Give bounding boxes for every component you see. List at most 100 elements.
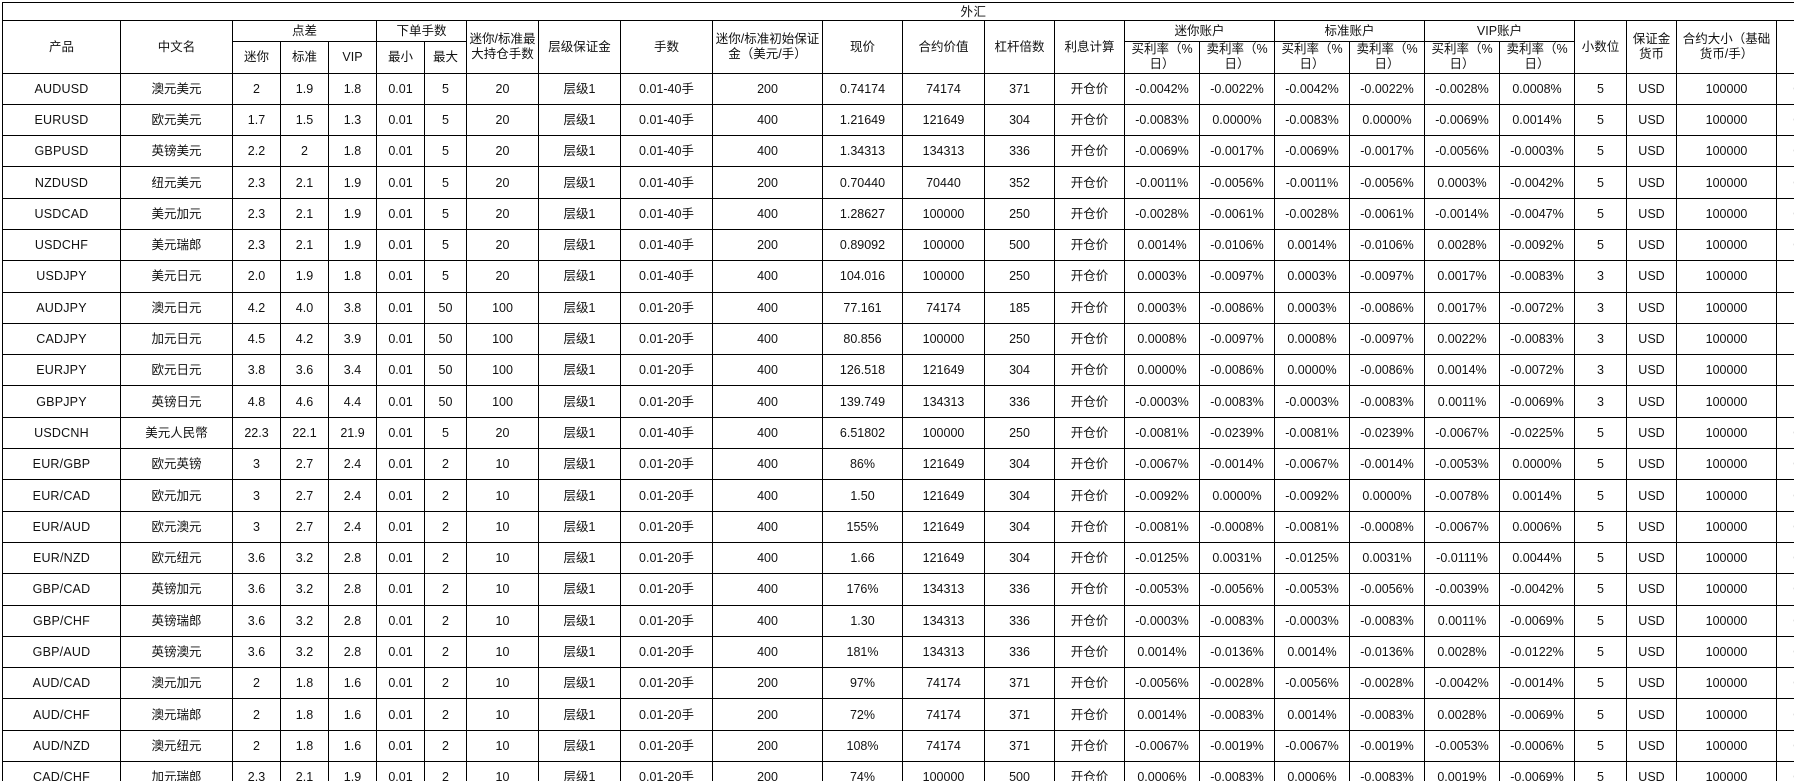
cell-v_sell: 0.0000% xyxy=(1499,448,1575,481)
cell-m_sell: -0.0028% xyxy=(1199,667,1275,700)
table-row: EUR/NZD 欧元纽元 3.6 3.2 2.8 0.01 2 10 层级1 0.01-20手 40… xyxy=(2,541,1794,575)
cell-lots: 0.01-20手 xyxy=(620,729,713,763)
cell-size: 100000 xyxy=(1676,448,1777,481)
table-row: GBPUSD 英镑美元 2.2 2 1.8 0.01 5 20 层级1 0.01-40手 400 1.… xyxy=(2,135,1794,168)
table-row: EUR/CAD 欧元加元 3 2.7 2.4 0.01 2 10 层级1 0.01-20手 400 1… xyxy=(2,479,1794,512)
cell-pip: 0.01 xyxy=(1776,354,1794,387)
cell-size: 100000 xyxy=(1676,416,1777,450)
cell-v_sell: -0.0042% xyxy=(1499,573,1575,606)
cell-s_sell: -0.0083% xyxy=(1349,761,1425,781)
cell-m_buy: -0.0081% xyxy=(1124,510,1200,543)
cell-dec: 5 xyxy=(1574,166,1627,199)
cell-sp_mini: 2 xyxy=(232,698,281,731)
header-row-sub: 迷你 标准 VIP 最小 最大 买利率（%日） 卖利率（%日） 买利率（%日） … xyxy=(3,41,1794,74)
cell-pip: 0.01 xyxy=(1776,291,1794,324)
cell-pip: 0.01 xyxy=(1776,322,1794,356)
cell-v_buy: 0.0028% xyxy=(1424,228,1500,262)
cell-lot_max: 5 xyxy=(424,135,467,168)
cell-contract_value: 134313 xyxy=(902,385,985,418)
cell-product: AUDJPY xyxy=(2,291,121,324)
cell-cur: USD xyxy=(1626,635,1677,669)
cell-product: GBP/AUD xyxy=(2,635,121,669)
cell-sp_mini: 2.3 xyxy=(232,761,281,781)
cell-lot_min: 0.01 xyxy=(376,197,425,230)
cell-m_buy: -0.0042% xyxy=(1124,72,1200,105)
col-price: 现价 xyxy=(822,20,903,74)
col-order-max: 最大 xyxy=(424,41,467,74)
cell-init_margin: 400 xyxy=(712,416,823,450)
cell-size: 100000 xyxy=(1676,166,1777,199)
cell-interest: 开仓价 xyxy=(1054,510,1125,543)
cell-v_buy: 0.0011% xyxy=(1424,604,1500,637)
cell-m_sell: -0.0083% xyxy=(1199,385,1275,418)
cell-lot_min: 0.01 xyxy=(376,354,425,387)
cell-m_sell: -0.0061% xyxy=(1199,197,1275,230)
cell-sp_vip: 2.4 xyxy=(328,448,377,481)
cell-contract_value: 121649 xyxy=(902,103,985,137)
cell-lots: 0.01-40手 xyxy=(620,135,713,168)
cell-leverage: 336 xyxy=(984,385,1055,418)
cell-dec: 3 xyxy=(1574,385,1627,418)
cell-v_buy: -0.0111% xyxy=(1424,541,1500,575)
cell-lot_max: 2 xyxy=(424,635,467,669)
cell-dec: 5 xyxy=(1574,541,1627,575)
cell-s_sell: -0.0028% xyxy=(1349,667,1425,700)
cell-product: AUD/NZD xyxy=(2,729,121,763)
cell-s_sell: 0.0031% xyxy=(1349,541,1425,575)
cell-m_sell: -0.0083% xyxy=(1199,761,1275,781)
cell-lot_max: 2 xyxy=(424,698,467,731)
cell-v_sell: -0.0069% xyxy=(1499,761,1575,781)
cell-sp_mini: 2.2 xyxy=(232,135,281,168)
cell-sp_std: 3.2 xyxy=(280,635,329,669)
cell-lot_min: 0.01 xyxy=(376,479,425,512)
cell-m_sell: -0.0008% xyxy=(1199,510,1275,543)
cell-init_margin: 400 xyxy=(712,479,823,512)
cell-sp_std: 22.1 xyxy=(280,416,329,450)
cell-v_buy: -0.0069% xyxy=(1424,103,1500,137)
cell-dec: 5 xyxy=(1574,228,1627,262)
cell-tier: 层级1 xyxy=(538,72,621,105)
cell-init_margin: 400 xyxy=(712,635,823,669)
table-row: GBPJPY 英镑日元 4.8 4.6 4.4 0.01 50 100 层级1 0.01-20手 4… xyxy=(2,385,1794,418)
col-interest-calc: 利息计算 xyxy=(1054,20,1125,74)
cell-cur: USD xyxy=(1626,385,1677,418)
cell-price: 104.016 xyxy=(822,260,903,293)
cell-lots: 0.01-20手 xyxy=(620,604,713,637)
cell-lots: 0.01-20手 xyxy=(620,479,713,512)
cell-m_sell: -0.0056% xyxy=(1199,573,1275,606)
cell-dec: 5 xyxy=(1574,72,1627,105)
cell-contract_value: 74174 xyxy=(902,291,985,324)
cell-sp_vip: 3.9 xyxy=(328,322,377,356)
cell-interest: 开仓价 xyxy=(1054,541,1125,575)
cell-sp_mini: 3.6 xyxy=(232,635,281,669)
cell-cur: USD xyxy=(1626,72,1677,105)
cell-v_buy: 0.0017% xyxy=(1424,291,1500,324)
cell-m_sell: -0.0106% xyxy=(1199,228,1275,262)
col-group-vip-account: VIP账户 xyxy=(1424,20,1575,42)
cell-sp_std: 3.6 xyxy=(280,354,329,387)
page-title: 外汇 xyxy=(1,2,1794,21)
cell-cn: 纽元美元 xyxy=(120,166,233,199)
cell-price: 155% xyxy=(822,510,903,543)
cell-lot_min: 0.01 xyxy=(376,729,425,763)
cell-v_sell: -0.0003% xyxy=(1499,135,1575,168)
cell-dec: 3 xyxy=(1574,291,1627,324)
cell-contract_value: 134313 xyxy=(902,604,985,637)
cell-m_buy: -0.0003% xyxy=(1124,385,1200,418)
cell-sp_mini: 2 xyxy=(232,72,281,105)
cell-product: AUD/CAD xyxy=(2,667,121,700)
cell-sp_vip: 1.6 xyxy=(328,698,377,731)
cell-tier: 层级1 xyxy=(538,135,621,168)
table-body: AUDUSD 澳元美元 2 1.9 1.8 0.01 5 20 层级1 0.01-40手 200 0.… xyxy=(2,72,1794,781)
cell-leverage: 250 xyxy=(984,260,1055,293)
cell-lots: 0.01-20手 xyxy=(620,291,713,324)
cell-v_buy: -0.0039% xyxy=(1424,573,1500,606)
cell-dec: 3 xyxy=(1574,260,1627,293)
cell-sp_vip: 1.9 xyxy=(328,166,377,199)
cell-contract_value: 74174 xyxy=(902,667,985,700)
cell-lot_max: 50 xyxy=(424,385,467,418)
cell-leverage: 304 xyxy=(984,448,1055,481)
cell-contract_value: 70440 xyxy=(902,166,985,199)
col-spread-vip: VIP xyxy=(328,41,377,74)
cell-contract_value: 121649 xyxy=(902,448,985,481)
